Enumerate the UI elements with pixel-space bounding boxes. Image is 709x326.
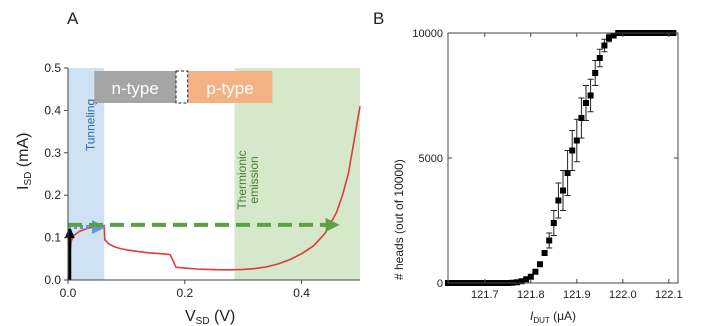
panel-b: B 121.7 121.8 121.9 122.0 122.1 0 5000 10000 # …	[373, 9, 683, 325]
data-point	[578, 115, 585, 121]
y-tick-label-b: 5000	[419, 153, 443, 165]
x-tick-label-b: 121.7	[471, 289, 499, 301]
y-axis-label-a: ISD (mA)	[15, 133, 34, 190]
plot-frame-b	[447, 32, 679, 284]
region-1	[234, 68, 360, 280]
data-point	[564, 170, 571, 176]
data-point	[527, 273, 534, 280]
data-point	[606, 35, 612, 41]
y-tick-label-a: 0.2	[44, 188, 61, 202]
data-point	[541, 250, 548, 256]
data-point	[596, 55, 603, 61]
type-label-1: p-type	[206, 79, 253, 98]
data-point	[514, 279, 520, 286]
region-label-emission: emission	[247, 156, 261, 203]
data-point	[610, 32, 617, 39]
data-point	[523, 276, 530, 283]
type-label-0: n-type	[112, 79, 159, 98]
data-point	[555, 197, 562, 204]
data-point	[537, 261, 543, 268]
y-axis-label-b: # heads (out of 10000)	[392, 159, 406, 280]
region-label-thermionic: Thermionic	[235, 150, 249, 209]
type-box-1	[187, 71, 273, 103]
x-tick-label-a: 0.4	[293, 286, 310, 300]
data-point	[592, 70, 599, 76]
x-axis-label-b: IDUT (μA)	[530, 309, 576, 325]
data-point	[569, 147, 576, 154]
data-point	[546, 237, 553, 244]
region-0	[68, 68, 105, 280]
y-tick-label-a: 0.1	[44, 231, 61, 245]
data-point	[573, 137, 580, 144]
data-point	[601, 42, 608, 49]
data-point	[583, 100, 589, 106]
x-tick-label-b: 121.8	[517, 289, 545, 301]
x-tick-label-b: 122.1	[655, 289, 683, 301]
y-tick-label-b: 0	[437, 278, 443, 290]
x-tick-label-b: 121.9	[563, 289, 591, 301]
x-tick-label-a: 0.0	[60, 286, 77, 300]
x-tick-label-a: 0.2	[176, 286, 193, 300]
x-axis-label-a: VSD (V)	[185, 308, 235, 326]
arrow-head-solid	[64, 226, 75, 239]
y-tick-label-a: 0.3	[44, 146, 61, 160]
y-tick-label-a: 0.5	[44, 61, 61, 75]
data-point	[560, 187, 566, 194]
panel-b-label: B	[373, 9, 384, 28]
data-point	[532, 268, 539, 275]
type-box-0	[94, 71, 177, 103]
data-point	[550, 220, 557, 226]
panel-a-label: A	[67, 9, 79, 28]
x-tick-label-b: 122.0	[609, 289, 637, 301]
data-point	[518, 278, 525, 285]
junction-box	[175, 70, 189, 104]
y-tick-label-a: 0.0	[44, 273, 61, 287]
arrow-head-dashed	[325, 217, 340, 232]
data-point	[587, 92, 594, 99]
y-tick-label-a: 0.4	[44, 103, 61, 117]
y-tick-label-b: 10000	[412, 28, 443, 40]
region-label-tunneling: Tunneling	[83, 99, 97, 151]
